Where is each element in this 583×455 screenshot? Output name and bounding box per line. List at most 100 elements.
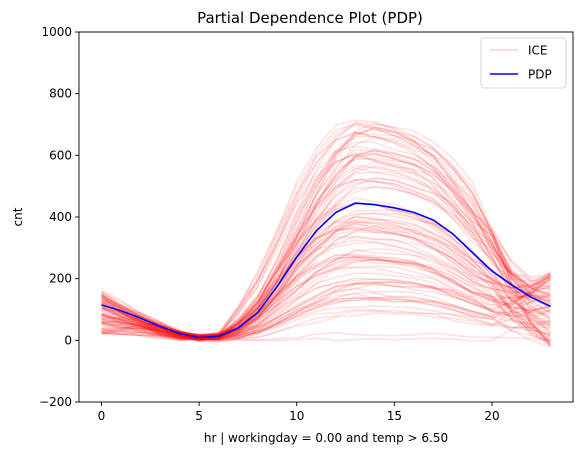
ice-line (101, 281, 551, 341)
ice-line (101, 220, 551, 340)
ice-lines (101, 119, 552, 348)
ice-line (101, 223, 551, 338)
ice-line (101, 299, 551, 341)
ice-line (101, 235, 551, 340)
ice-line (101, 123, 551, 337)
ice-line (101, 136, 551, 337)
ice-line (101, 241, 551, 338)
ice-line (101, 267, 551, 340)
y-tick-label: 0 (64, 333, 72, 347)
ice-line (101, 131, 551, 336)
ice-line (101, 121, 551, 336)
ice-line (101, 312, 551, 342)
ice-line (101, 275, 552, 342)
ice-line (101, 129, 552, 346)
ice-line (101, 293, 551, 341)
ice-line (101, 258, 551, 341)
x-axis-label: hr | workingday = 0.00 and temp > 6.50 (204, 431, 448, 445)
ice-line (101, 255, 551, 341)
legend: ICE PDP (480, 37, 567, 89)
ice-line (101, 297, 551, 348)
ice-line (101, 258, 551, 339)
ice-line (101, 248, 551, 341)
ice-line (101, 258, 551, 341)
ice-line (101, 296, 551, 342)
pdp-line (101, 202, 551, 339)
ice-line (101, 283, 551, 342)
ice-line (101, 186, 551, 338)
ice-line (101, 255, 551, 344)
ice-line (101, 277, 551, 341)
x-tick-label: 20 (484, 409, 499, 423)
ice-line (101, 216, 551, 340)
ice-line (101, 150, 551, 339)
ice-line (101, 203, 551, 337)
ice-line (101, 331, 551, 343)
ice-line (101, 197, 551, 338)
ice-line (101, 126, 552, 347)
y-tick-label: 1000 (41, 25, 72, 39)
ice-line (101, 280, 551, 341)
ice-line (101, 145, 552, 347)
ice-line (101, 154, 552, 344)
y-tick-label: 200 (49, 272, 72, 286)
ice-line (101, 292, 551, 342)
ice-line (101, 122, 551, 336)
ice-line (101, 256, 551, 340)
ice-line (101, 235, 551, 343)
ice-line (101, 259, 551, 341)
ice-line (101, 229, 551, 346)
ice-line (101, 152, 551, 338)
ice-line (101, 228, 551, 341)
ice-line (101, 177, 551, 338)
ice-line (101, 225, 551, 339)
ice-line (101, 222, 551, 340)
ice-line (101, 186, 551, 337)
ice-line (101, 149, 551, 338)
ice-line (101, 221, 551, 341)
plot-area (101, 119, 552, 348)
ice-line (101, 253, 551, 340)
ice-line (101, 302, 551, 341)
ice-line (101, 275, 551, 342)
ice-line (101, 124, 551, 337)
ice-line (101, 141, 551, 339)
legend-box (480, 37, 567, 89)
ice-line (101, 180, 551, 339)
ice-line (101, 203, 551, 339)
y-tick-label: 600 (49, 148, 72, 162)
ice-line (101, 225, 551, 338)
legend-pdp-label: PDP (528, 68, 552, 82)
x-tick-label: 15 (387, 409, 402, 423)
ice-line (101, 202, 551, 342)
y-tick-label: 400 (49, 210, 72, 224)
x-axis-ticks: 0 5 10 15 20 (98, 402, 500, 423)
ice-line (101, 212, 551, 340)
ice-line (101, 272, 551, 341)
y-tick-label: 800 (49, 87, 72, 101)
ice-line (101, 178, 551, 338)
x-tick-label: 10 (289, 409, 304, 423)
ice-line (101, 294, 551, 343)
ice-line (101, 216, 551, 347)
ice-line (101, 309, 551, 343)
chart-title: Partial Dependence Plot (PDP) (197, 9, 423, 27)
y-tick-label: −200 (39, 395, 72, 409)
ice-line (101, 220, 551, 337)
x-tick-label: 5 (195, 409, 203, 423)
ice-line (101, 218, 551, 340)
x-tick-label: 0 (98, 409, 106, 423)
ice-line (101, 226, 551, 340)
ice-line (101, 272, 551, 339)
ice-line (101, 305, 551, 341)
ice-line (101, 135, 551, 336)
ice-line (101, 158, 551, 338)
ice-line (101, 278, 551, 341)
ice-line (101, 256, 551, 339)
ice-line (101, 148, 551, 338)
ice-line (101, 265, 551, 340)
ice-line (101, 249, 551, 340)
ice-line (101, 253, 551, 340)
y-axis-ticks: −200 0 200 400 600 800 1000 (39, 25, 79, 409)
